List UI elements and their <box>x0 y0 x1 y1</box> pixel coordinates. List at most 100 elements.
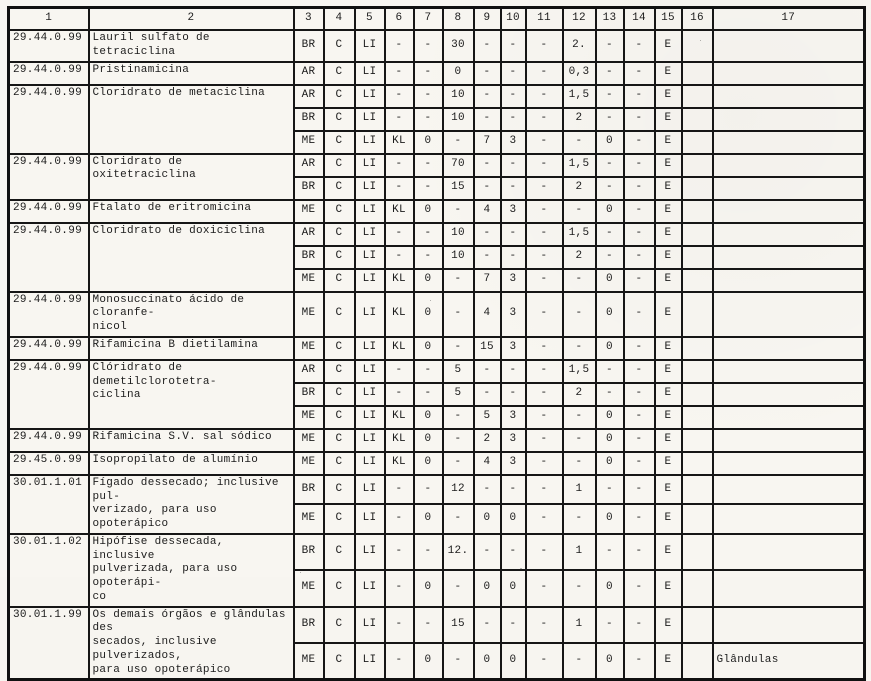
data-cell: - <box>412 473 444 506</box>
data-cell: - <box>499 381 527 407</box>
data-cell: - <box>383 175 415 201</box>
header-cell-col-12: 12 <box>561 6 597 31</box>
product-name-cell: Ftalato de eritromicina <box>87 198 295 224</box>
table-row: 29.44.0.99 Lauril sulfato de tetraciclina… <box>7 29 866 63</box>
data-cell: - <box>499 532 527 572</box>
data-cell: LI <box>353 175 386 201</box>
data-cell <box>680 532 714 572</box>
data-cell: E <box>653 450 683 476</box>
data-cell: 1,5 <box>561 358 597 384</box>
data-cell: 0 <box>472 503 502 535</box>
product-name-cell: Os demais órgãos e glândulas des secados… <box>87 605 295 681</box>
header-cell-col-6: 6 <box>383 6 415 31</box>
tariff-table: 1 2 3 4 5 6 7 8 9 10 11 12 13 14 15 16 17 29.44.0.99 Laur… <box>7 6 866 681</box>
code-cell: 29.44.0.99 <box>7 29 90 63</box>
data-cell: C <box>322 381 356 407</box>
data-cell <box>680 267 714 293</box>
data-cell: ME <box>292 198 325 224</box>
product-name-cell: Cloridrato de metaciclina <box>87 83 295 155</box>
code-cell: 29.44.0.99 <box>7 198 90 224</box>
data-cell: KL <box>383 290 415 338</box>
remark-cell: Glândulas <box>711 641 866 681</box>
header-cell-col-15: 15 <box>653 6 683 31</box>
data-cell: 1 <box>561 532 597 572</box>
data-cell: - <box>383 503 415 535</box>
data-cell: 15 <box>472 335 502 361</box>
data-cell: - <box>499 221 527 247</box>
data-cell: - <box>383 60 415 86</box>
data-cell: ME <box>292 569 325 608</box>
data-cell: 10 <box>441 106 475 132</box>
remark-cell <box>711 83 866 109</box>
data-cell: 2 <box>561 244 597 270</box>
code-cell: 29.44.0.99 <box>7 335 90 361</box>
data-cell: BR <box>292 532 325 572</box>
data-cell: E <box>653 29 683 63</box>
code-cell: 29.44.0.99 <box>7 221 90 293</box>
data-cell: - <box>383 221 415 247</box>
data-cell: 0 <box>594 569 625 608</box>
data-cell: LI <box>353 605 386 644</box>
data-cell: AR <box>292 83 325 109</box>
data-cell: C <box>322 335 356 361</box>
table-header-row: 1 2 3 4 5 6 7 8 9 10 11 12 13 14 15 16 17 <box>7 6 866 31</box>
data-cell: C <box>322 221 356 247</box>
data-cell: 0 <box>594 335 625 361</box>
table-row: 29.44.0.99 Rifamicina S.V. sal sódico ME C L… <box>7 427 866 453</box>
data-cell: - <box>441 450 475 476</box>
data-cell: E <box>653 106 683 132</box>
data-cell: 0 <box>594 404 625 430</box>
header-cell-col-16: 16 <box>680 6 714 31</box>
data-cell: - <box>472 106 502 132</box>
data-cell: - <box>499 473 527 506</box>
code-cell: 29.45.0.99 <box>7 450 90 476</box>
data-cell <box>680 335 714 361</box>
data-cell: ME <box>292 503 325 535</box>
table-row: ME C LI KL 0-7 3- -0- E <box>9 267 866 293</box>
data-cell <box>680 569 714 608</box>
data-cell: - <box>412 106 444 132</box>
data-cell: 2 <box>472 427 502 453</box>
data-cell: 3 <box>499 267 527 293</box>
data-cell: - <box>594 29 625 63</box>
data-cell: - <box>412 175 444 201</box>
data-cell: - <box>524 83 564 109</box>
data-cell: - <box>499 83 527 109</box>
data-cell: - <box>412 83 444 109</box>
remark-cell <box>711 267 866 293</box>
data-cell: ME <box>292 427 325 453</box>
data-cell: - <box>383 358 415 384</box>
data-cell: 5 <box>441 358 475 384</box>
data-cell: - <box>412 381 444 407</box>
data-cell: KL <box>383 404 415 430</box>
table-row: 29.44.0.99 Ftalato de eritromicina ME C LI KL… <box>7 198 866 224</box>
data-cell: - <box>472 532 502 572</box>
data-cell: - <box>561 290 597 338</box>
data-cell: - <box>561 335 597 361</box>
data-cell: - <box>524 198 564 224</box>
data-cell: LI <box>353 129 386 155</box>
data-cell: C <box>322 152 356 178</box>
data-cell: BR <box>292 106 325 132</box>
data-cell: E <box>653 427 683 453</box>
data-cell: - <box>499 358 527 384</box>
table-row: BR C LI - -10- - -2- - E <box>9 244 866 270</box>
data-cell: 0,3 <box>561 60 597 86</box>
data-cell <box>680 427 714 453</box>
data-cell: 1,5 <box>561 152 597 178</box>
data-cell: AR <box>292 221 325 247</box>
data-cell: 3 <box>499 404 527 430</box>
data-cell: C <box>322 404 356 430</box>
data-cell: - <box>383 106 415 132</box>
data-cell: C <box>322 129 356 155</box>
data-cell: - <box>594 175 625 201</box>
data-cell <box>680 605 714 644</box>
data-cell: AR <box>292 152 325 178</box>
data-cell: KL <box>383 129 415 155</box>
code-cell: 29.44.0.99 <box>7 427 90 453</box>
data-cell: 1 <box>561 605 597 644</box>
data-cell: - <box>524 152 564 178</box>
data-cell: - <box>524 532 564 572</box>
data-cell: BR <box>292 381 325 407</box>
